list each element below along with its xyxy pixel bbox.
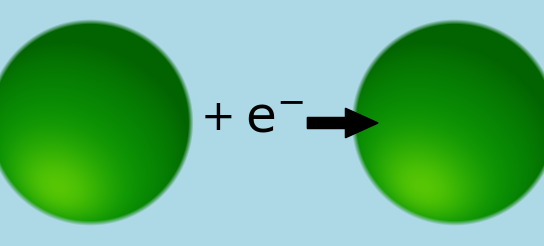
FancyArrow shape — [307, 108, 378, 138]
Text: e$^{-}$: e$^{-}$ — [245, 94, 304, 142]
Text: +: + — [200, 97, 235, 139]
